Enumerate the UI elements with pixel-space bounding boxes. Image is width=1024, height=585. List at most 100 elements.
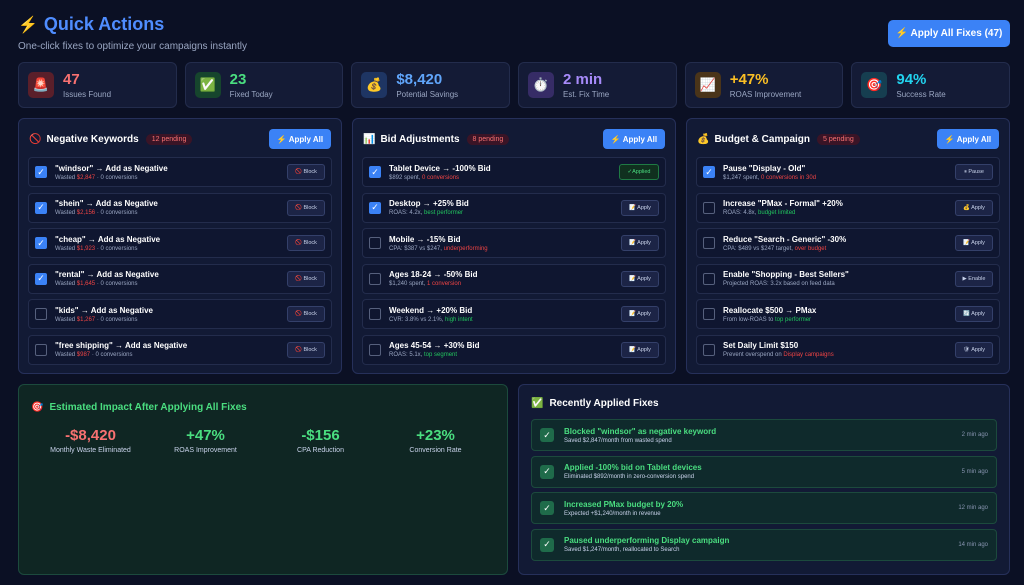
row-action-button[interactable]: 📝 Apply (621, 306, 659, 323)
recent-fix-detail: Eliminated $892/month in zero-conversion… (564, 474, 695, 480)
action-row: ✓ "windsor" → Add as Negative Wasted $2,84… (28, 157, 332, 187)
row-detail-highlight: top segment (424, 352, 458, 359)
row-action-button[interactable]: ⏸ Pause (955, 164, 993, 180)
recent-fix-item: ✓ Applied -100% bid on Tablet devices Elim… (531, 455, 997, 488)
row-checkbox[interactable] (369, 272, 381, 285)
stat-label: ROAS Improvement (729, 89, 802, 99)
row-detail-highlight: $2,847 (76, 174, 96, 181)
row-checkbox[interactable] (703, 201, 715, 214)
action-panel: 📊 Bid Adjustments 8 pending ⚡ Apply All ✓ Tab… (352, 118, 676, 374)
row-checkbox[interactable] (703, 343, 715, 356)
target-icon: 🎯 (31, 402, 44, 413)
row-detail-highlight: best performer (424, 210, 464, 217)
row-checkbox[interactable]: ✓ (369, 201, 381, 214)
pending-badge: 5 pending (817, 133, 860, 145)
row-detail-suffix: · 0 conversions (95, 245, 138, 252)
row-detail: $1,247 spent, 0 conversions in 30d (723, 175, 955, 181)
row-action-button[interactable]: 🚫 Block (287, 199, 325, 216)
row-text: Set Daily Limit $150 Prevent overspend on… (723, 341, 955, 358)
row-action-button[interactable]: 📝 Apply (621, 235, 659, 252)
stat-icon: ✅ (194, 72, 221, 98)
row-checkbox[interactable]: ✓ (35, 272, 47, 285)
stat-label: Est. Fix Time (563, 89, 610, 99)
apply-all-button[interactable]: ⚡ Apply All (269, 129, 331, 149)
row-title: Reallocate $500 → PMax (723, 305, 817, 315)
row-detail-highlight: $1,267 (76, 316, 96, 323)
row-checkbox[interactable]: ✓ (35, 237, 47, 250)
check-icon: ✅ (531, 398, 544, 409)
row-checkbox[interactable] (703, 308, 715, 321)
row-detail-text: ROAS: 5.1x, (389, 352, 425, 359)
row-action-button[interactable]: 🚫 Block (287, 341, 325, 358)
stat-card: 📈 +47% ROAS Improvement (684, 62, 844, 108)
row-action-button[interactable]: ▶ Enable (955, 270, 993, 287)
row-text: Reduce "Search - Generic" -30% CPA: $489 … (723, 235, 955, 252)
row-text: Ages 45-54 → +30% Bid ROAS: 5.1x, top seg… (389, 341, 621, 358)
impact-metric: +23% Conversion Rate (378, 427, 493, 454)
row-title: Enable "Shopping - Best Sellers" (723, 270, 849, 280)
action-row: ✓ "shein" → Add as Negative Wasted $2,156 … (28, 192, 332, 223)
row-action-button[interactable]: 🚫 Block (287, 270, 325, 287)
apply-all-fixes-button[interactable]: ⚡ Apply All Fixes (47) (888, 20, 1010, 47)
row-detail-highlight: $1,645 (76, 281, 96, 288)
stat-icon: 🚨 (28, 72, 54, 98)
row-detail-highlight: $987 (76, 352, 91, 359)
row-checkbox[interactable]: ✓ (35, 166, 47, 178)
panel-icon: 📊 (363, 133, 376, 145)
row-action-button[interactable]: 🚫 Block (287, 164, 325, 180)
stat-text: 2 min Est. Fix Time (563, 71, 610, 99)
row-checkbox[interactable] (369, 308, 381, 321)
row-checkbox[interactable] (35, 308, 47, 321)
row-checkbox[interactable] (369, 237, 381, 250)
row-title: Pause "Display - Old" (723, 163, 806, 173)
recent-fix-detail: Saved $1,247/month, reallocated to Searc… (564, 547, 680, 553)
row-detail-highlight: $2,156 (76, 210, 96, 217)
stat-value: 23 (229, 70, 247, 88)
recent-fix-text: Paused underperforming Display campaign S… (564, 536, 958, 553)
row-checkbox[interactable]: ✓ (369, 166, 381, 178)
row-action-button[interactable]: 📝 Apply (955, 235, 993, 252)
page-title-text: Quick Actions (43, 14, 165, 34)
stats-bar: 🚨 47 Issues Found ✅ 23 Fixed Today 💰 $8,420 Pote… (18, 62, 1011, 108)
row-checkbox[interactable]: ✓ (703, 166, 715, 178)
stat-label: Success Rate (896, 89, 946, 99)
recent-fix-time: 5 min ago (961, 468, 988, 475)
recent-fix-detail: Saved $2,847/month from wasted spend (564, 437, 672, 444)
row-text: Ages 18-24 → -50% Bid $1,240 spent, 1 con… (389, 270, 621, 287)
checkmark-icon: ✓ (540, 501, 554, 515)
panel-icon: 🚫 (29, 133, 42, 145)
row-title: Mobile → -15% Bid (389, 234, 461, 244)
row-action-button[interactable]: 📝 Apply (621, 270, 659, 287)
row-checkbox[interactable] (35, 343, 47, 356)
row-action-button[interactable]: 📝 Apply (621, 341, 659, 358)
header: ⚡ Quick Actions One-click fixes to optim… (18, 14, 1010, 54)
panel-title: 🚫 Negative Keywords (29, 134, 139, 145)
row-text: "windsor" → Add as Negative Wasted $2,847… (55, 164, 287, 181)
row-action-button[interactable]: 🔄 Apply (955, 306, 993, 323)
impact-metric: +47% ROAS Improvement (148, 427, 263, 454)
stat-value: $8,420 (396, 70, 443, 88)
recent-fix-name: Paused underperforming Display campaign (564, 536, 730, 545)
row-detail-text: $1,240 spent, (389, 281, 428, 288)
row-detail-highlight: over budget (794, 245, 827, 252)
row-checkbox[interactable] (703, 237, 715, 250)
row-action-button[interactable]: 🚫 Block (287, 235, 325, 252)
row-text: Increase "PMax - Formal" +20% ROAS: 4.8x,… (723, 199, 955, 216)
action-row: ✓ Pause "Display - Old" $1,247 spent, 0 co… (696, 157, 1000, 187)
stat-card: 💰 $8,420 Potential Savings (351, 62, 511, 108)
row-action-button[interactable]: 🚫 Block (287, 306, 325, 323)
apply-all-button[interactable]: ⚡ Apply All (603, 129, 665, 149)
metric-value: -$156 (301, 427, 340, 444)
row-title: Reduce "Search - Generic" -30% (723, 234, 847, 244)
row-action-button[interactable]: 🛡 Apply (955, 341, 993, 358)
row-action-button[interactable]: 💰 Apply (955, 199, 993, 216)
row-detail: From low-ROAS to top performer (723, 317, 955, 323)
row-detail: Wasted $1,645 · 0 conversions (55, 281, 287, 287)
row-checkbox[interactable]: ✓ (35, 201, 47, 214)
action-row: Reduce "Search - Generic" -30% CPA: $489 … (696, 228, 1000, 259)
row-action-button[interactable]: 📝 Apply (621, 199, 659, 216)
impact-title: 🎯 Estimated Impact After Applying All Fi… (31, 402, 247, 413)
row-checkbox[interactable] (703, 272, 715, 285)
row-checkbox[interactable] (369, 343, 381, 356)
apply-all-button[interactable]: ⚡ Apply All (937, 129, 999, 149)
